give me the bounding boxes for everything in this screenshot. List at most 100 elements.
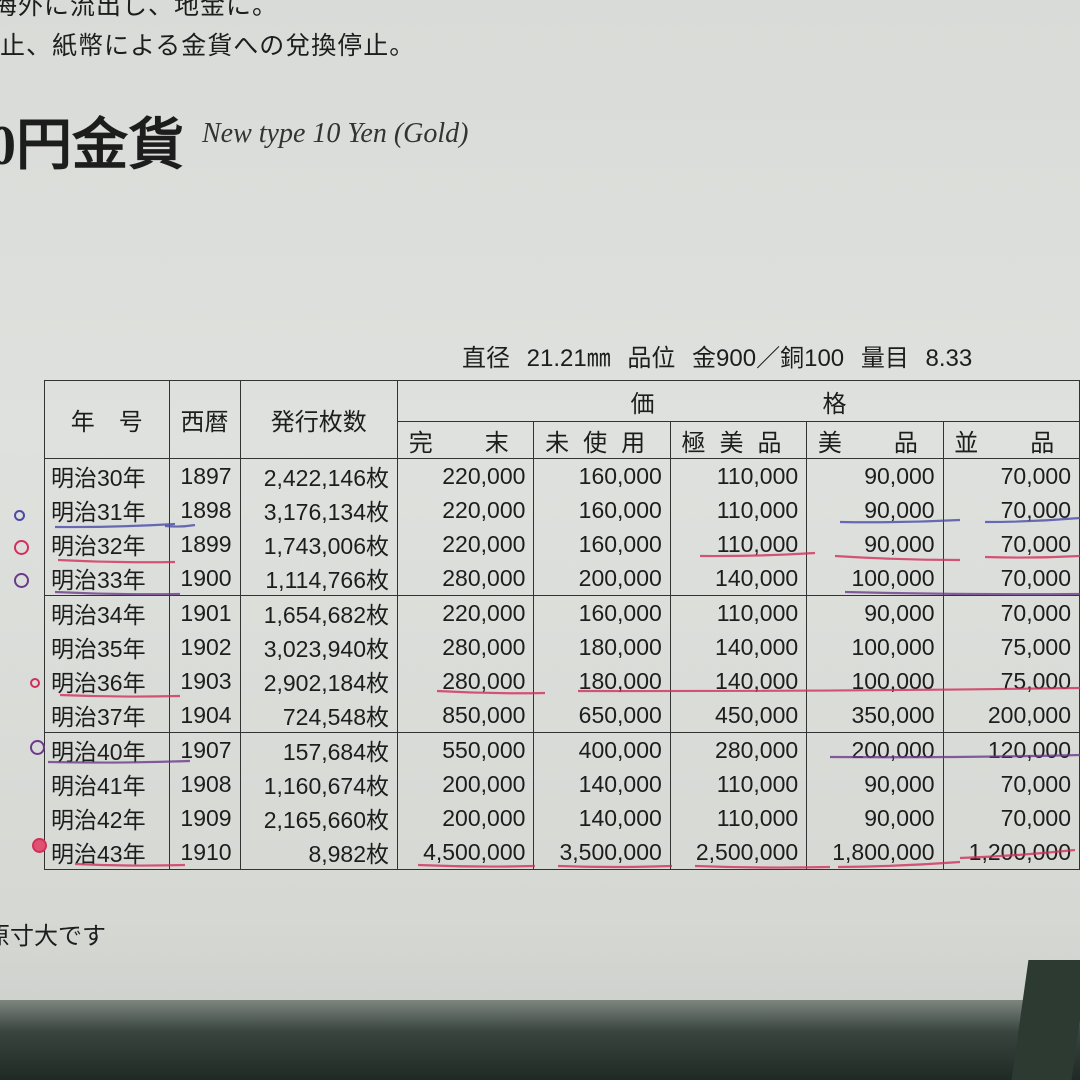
pen-mark-icon [14,510,25,521]
coin-specs: 直径 21.21㎜ 品位 金900／銅100 量目 8.33 [462,345,973,372]
cell-price: 160,000 [533,493,671,527]
cell-era: 明治43年 [44,835,170,870]
cell-price: 200,000 [533,561,671,596]
cell-price: 160,000 [533,527,671,561]
cell-era: 明治32年 [44,527,170,561]
cell-year: 1899 [168,527,241,561]
cell-price: 1,800,000 [806,835,944,870]
cell-year: 1910 [168,835,241,870]
cell-era: 明治40年 [44,732,170,767]
table-row: 明治32年 1899 1,743,006枚 220,000 160,000 110,000… [44,527,1080,561]
cell-price: 110,000 [669,458,808,493]
cell-price: 90,000 [806,527,944,561]
table-row: 明治43年 1910 8,982枚 4,500,000 3,500,000 2,500,0… [44,835,1080,870]
table-row: 明治37年 1904 724,548枚 850,000 650,000 450,000 35… [44,698,1080,733]
cell-era: 明治34年 [44,595,170,630]
header-grade: 極美品 [669,421,808,459]
cell-price: 200,000 [397,801,535,835]
header-grade: 完 末 [397,421,535,459]
cell-mintage: 1,160,674枚 [239,767,399,801]
cell-price: 350,000 [806,698,944,733]
table-row: 明治33年 1900 1,114,766枚 280,000 200,000 140,000… [44,561,1080,596]
cell-price: 70,000 [942,458,1080,493]
cell-price: 140,000 [533,767,671,801]
cell-price: 220,000 [397,458,535,493]
cell-mintage: 2,422,146枚 [239,458,399,493]
cell-price: 90,000 [806,801,944,835]
footnote: 原寸大です [0,923,106,950]
cell-price: 110,000 [669,801,808,835]
table-row: 明治41年 1908 1,160,674枚 200,000 140,000 110,000… [44,767,1080,801]
cell-mintage: 2,165,660枚 [239,801,399,835]
cell-price: 200,000 [397,767,535,801]
cell-price: 140,000 [533,801,671,835]
desk-corner [1011,960,1080,1080]
cell-mintage: 3,023,940枚 [239,630,399,664]
cell-price: 110,000 [669,493,808,527]
cell-price: 850,000 [397,698,535,733]
header-mintage: 発行枚数 [239,380,399,459]
pen-mark-icon [14,540,29,555]
page-title: 10円金貨 [0,115,184,177]
cell-price: 100,000 [806,630,944,664]
pen-mark-icon [32,838,47,853]
cell-mintage: 2,902,184枚 [239,664,399,698]
price-table: 年 号 西暦 発行枚数 価 格 完 末未使用 極美品美 品並 品 明治30年 189… [44,380,1080,870]
pen-mark-icon [30,678,40,688]
cell-price: 280,000 [397,664,535,698]
cell-price: 220,000 [397,493,535,527]
cell-price: 2,500,000 [669,835,808,870]
cell-price: 1,200,000 [942,835,1080,870]
header-grade: 美 品 [806,421,944,459]
cell-year: 1903 [168,664,241,698]
cell-price: 140,000 [669,664,808,698]
cell-era: 明治35年 [44,630,170,664]
cell-price: 70,000 [942,767,1080,801]
cell-price: 110,000 [669,527,808,561]
cell-price: 220,000 [397,527,535,561]
cell-price: 200,000 [806,732,944,767]
table-row: 明治36年 1903 2,902,184枚 280,000 180,000 140,000… [44,664,1080,698]
cell-price: 4,500,000 [397,835,535,870]
cell-price: 400,000 [533,732,671,767]
table-row: 明治42年 1909 2,165,660枚 200,000 140,000 110,000… [44,801,1080,835]
cell-price: 70,000 [942,801,1080,835]
cell-price: 110,000 [669,767,808,801]
cell-mintage: 3,176,134枚 [239,493,399,527]
cell-year: 1909 [168,801,241,835]
cell-price: 70,000 [942,595,1080,630]
cell-era: 明治36年 [44,664,170,698]
desk-background [0,1000,1080,1080]
pen-mark-icon [14,573,29,588]
cell-price: 70,000 [942,561,1080,596]
cell-price: 180,000 [533,630,671,664]
table-row: 明治35年 1902 3,023,940枚 280,000 180,000 140,000… [44,630,1080,664]
cell-year: 1901 [168,595,241,630]
cell-era: 明治30年 [44,458,170,493]
cell-price: 100,000 [806,664,944,698]
intro-line-1: 海外に流出し、地金に。 [0,0,279,20]
cell-price: 70,000 [942,493,1080,527]
cell-price: 160,000 [533,595,671,630]
cell-mintage: 724,548枚 [239,698,399,733]
cell-price: 160,000 [533,458,671,493]
cell-year: 1908 [168,767,241,801]
cell-mintage: 157,684枚 [239,732,399,767]
cell-era: 明治41年 [44,767,170,801]
pen-mark-icon [30,740,45,755]
cell-price: 220,000 [397,595,535,630]
cell-price: 200,000 [942,698,1080,733]
cell-era: 明治31年 [44,493,170,527]
cell-price: 100,000 [806,561,944,596]
cell-price: 75,000 [942,664,1080,698]
cell-price: 75,000 [942,630,1080,664]
header-era: 年 号 [44,380,170,459]
cell-price: 90,000 [806,493,944,527]
cell-price: 140,000 [669,630,808,664]
cell-mintage: 1,654,682枚 [239,595,399,630]
cell-price: 90,000 [806,458,944,493]
header-price: 価 格 [397,380,1080,422]
cell-price: 90,000 [806,595,944,630]
cell-era: 明治37年 [44,698,170,733]
cell-year: 1900 [168,561,241,596]
